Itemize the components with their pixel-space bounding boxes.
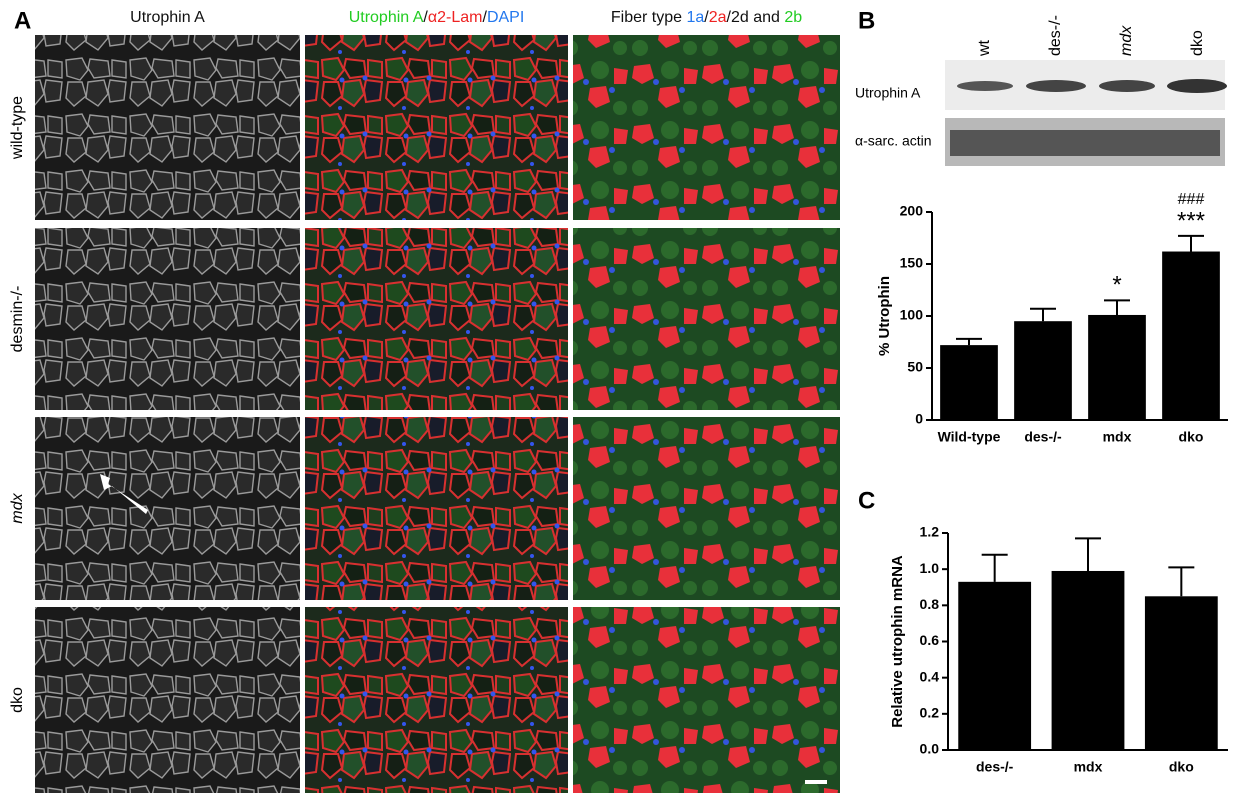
header-part: / (704, 9, 709, 26)
panel-label: A (14, 7, 31, 34)
lane-label: des-/- (1047, 15, 1064, 56)
header-part: / (423, 9, 428, 26)
lane-label: dko (1189, 30, 1206, 56)
bar (1162, 251, 1220, 420)
western-blot (945, 60, 1227, 166)
y-tick-label: 0.2 (920, 705, 940, 721)
blot-labels: wt des-/- mdx dko Utrophin A α-sarc. actin (855, 15, 1206, 149)
error-bar (1075, 537, 1101, 571)
header-part: / (482, 9, 487, 26)
error-bar (1030, 307, 1056, 322)
header-part: Utrophin A (349, 9, 424, 26)
micrograph (305, 417, 568, 600)
x-tick-label: dko (1169, 759, 1194, 775)
bar (958, 581, 1032, 750)
lane-label: wt (976, 39, 993, 57)
charts: 0 50 100 150 200 % Utrophin Wild-type des-/- mdx… (876, 191, 1228, 775)
column-header: Utrophin A (130, 9, 205, 26)
micrograph (35, 607, 300, 793)
micrographs (35, 35, 840, 793)
header-part: α2-Lam (428, 9, 483, 26)
y-axis-label: Relative utrophin mRNA (889, 555, 906, 728)
header-part: 2a (709, 9, 727, 26)
band-label: α-sarc. actin (855, 133, 932, 149)
row-label: mdx (9, 492, 26, 523)
header-part: Fiber type (611, 9, 687, 26)
micrograph (35, 228, 300, 410)
y-tick-label: 150 (900, 255, 924, 271)
micrograph (573, 607, 840, 793)
x-tick-label: Wild-type (938, 429, 1001, 445)
y-tick-label: 1.0 (920, 560, 940, 576)
band-label: Utrophin A (855, 85, 921, 101)
significance: *** (1177, 207, 1205, 234)
micrograph (573, 417, 840, 600)
scale-bar (805, 780, 827, 784)
row-label: desmin-/- (9, 286, 26, 353)
bar (940, 345, 998, 420)
bar (1088, 314, 1146, 420)
micrograph (305, 607, 568, 793)
error-bar (1104, 299, 1130, 315)
bar-chart: 0.0 0.2 0.4 0.6 0.8 1.0 1.2 Relative utrophin m… (889, 524, 1228, 775)
header-part: DAPI (487, 9, 524, 26)
y-tick-label: 100 (900, 307, 924, 323)
micrograph (305, 228, 568, 410)
y-tick-label: 0.4 (920, 668, 940, 684)
bar (1014, 321, 1072, 420)
panel-label: B (858, 7, 875, 34)
micrograph (35, 35, 300, 220)
bar (1051, 570, 1125, 750)
y-axis-label: % Utrophin (876, 276, 893, 356)
x-tick-label: dko (1179, 429, 1204, 445)
bar-chart: 0 50 100 150 200 % Utrophin Wild-type des-/- mdx… (876, 191, 1228, 445)
error-bar (1168, 566, 1195, 597)
micrograph (573, 228, 840, 410)
header-part: 1a (686, 9, 704, 26)
y-tick-label: 0.8 (920, 596, 940, 612)
y-tick-label: 200 (900, 203, 924, 219)
column-header: Utrophin A/α2-Lam/DAPI (349, 9, 525, 26)
y-tick-label: 50 (907, 359, 923, 375)
bar (1144, 596, 1218, 750)
header-part: /2d and (727, 9, 785, 26)
significance: ### (1178, 191, 1205, 208)
error-bar (1178, 234, 1204, 252)
header-part: Utrophin A (130, 9, 205, 26)
y-tick-label: 0.6 (920, 632, 940, 648)
row-label: dko (9, 687, 26, 713)
arrow (100, 474, 148, 514)
row-label: wild-type (9, 96, 26, 160)
y-tick-label: 1.2 (920, 524, 940, 540)
x-tick-label: des-/- (1024, 429, 1062, 445)
micrograph (573, 35, 840, 220)
error-bar (981, 553, 1008, 582)
significance: * (1112, 272, 1121, 299)
lane-label: mdx (1118, 25, 1135, 56)
micrograph (35, 417, 300, 600)
panel-label: C (858, 487, 875, 514)
x-tick-label: des-/- (976, 759, 1014, 775)
header-part: 2b (784, 9, 802, 26)
error-bar (956, 337, 982, 346)
x-tick-label: mdx (1103, 429, 1132, 445)
column-header: Fiber type 1a/2a/2d and 2b (611, 9, 802, 26)
y-tick-label: 0 (915, 411, 923, 427)
column-headers: Utrophin A Utrophin A/α2-Lam/DAPI Fiber ty… (9, 9, 802, 713)
x-tick-label: mdx (1074, 759, 1103, 775)
y-tick-label: 0.0 (920, 741, 940, 757)
micrograph (305, 35, 568, 220)
